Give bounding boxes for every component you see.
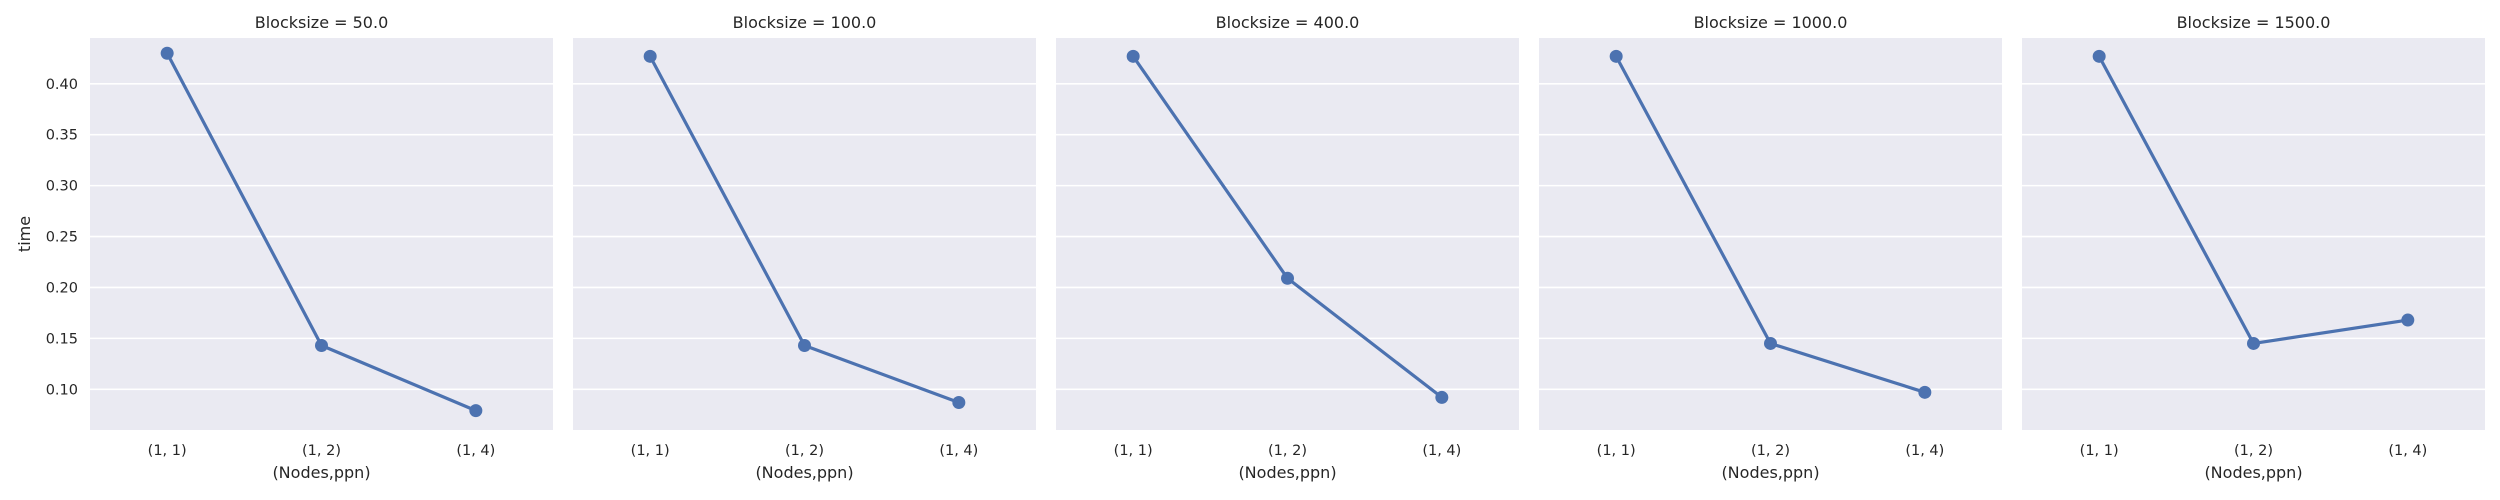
y-tick-label: 0.35 xyxy=(46,128,78,144)
y-tick-label: 0.40 xyxy=(46,77,78,93)
data-point xyxy=(1435,390,1449,404)
panel-1: 0.10 0.15 0.20 0.25 0.30 0.35 0.40 Blocksize = … xyxy=(46,13,553,482)
data-point xyxy=(2247,336,2260,350)
y-tick-label: 0.25 xyxy=(46,230,78,246)
x-tick-label: (1, 2) xyxy=(1268,443,1307,459)
data-point xyxy=(1281,271,1294,285)
x-tick-label: (1, 2) xyxy=(2234,443,2273,459)
data-point xyxy=(798,338,811,352)
y-tick-label: 0.20 xyxy=(46,280,78,296)
panel-background xyxy=(1539,38,2002,430)
panel-3: Blocksize = 400.0 (1, 1) (1, 2) (1, 4) (Node… xyxy=(1056,13,1519,482)
y-tick-label: 0.10 xyxy=(46,382,78,398)
data-point xyxy=(643,49,657,63)
x-tick-label: (1, 4) xyxy=(1905,443,1944,459)
x-tick-label: (1, 2) xyxy=(1751,443,1790,459)
panel-title: Blocksize = 1000.0 xyxy=(1694,13,1848,32)
y-tick-label: 0.15 xyxy=(46,331,78,347)
data-point xyxy=(1126,49,1140,63)
panel-2: Blocksize = 100.0 (1, 1) (1, 2) (1, 4) (Node… xyxy=(573,13,1036,482)
panel-title: Blocksize = 100.0 xyxy=(733,13,877,32)
data-point xyxy=(1609,49,1623,63)
x-axis-title: (Nodes,ppn) xyxy=(1238,463,1336,482)
x-tick-label: (1, 1) xyxy=(1597,443,1636,459)
data-point xyxy=(952,396,966,410)
panel-background xyxy=(573,38,1036,430)
data-point xyxy=(469,404,483,418)
x-tick-label: (1, 2) xyxy=(785,443,824,459)
x-tick-label: (1, 4) xyxy=(2388,443,2427,459)
panel-background xyxy=(2022,38,2485,430)
panel-title: Blocksize = 400.0 xyxy=(1216,13,1360,32)
x-axis-title: (Nodes,ppn) xyxy=(1721,463,1819,482)
x-tick-label: (1, 4) xyxy=(939,443,978,459)
panel-background xyxy=(90,38,553,430)
data-point xyxy=(2092,49,2106,63)
panel-background xyxy=(1056,38,1519,430)
x-axis-title: (Nodes,ppn) xyxy=(755,463,853,482)
panel-4: Blocksize = 1000.0 (1, 1) (1, 2) (1, 4) (Nod… xyxy=(1539,13,2002,482)
x-tick-label: (1, 1) xyxy=(148,443,187,459)
x-axis-title: (Nodes,ppn) xyxy=(272,463,370,482)
data-point xyxy=(2401,313,2415,327)
x-tick-label: (1, 1) xyxy=(2080,443,2119,459)
x-tick-label: (1, 1) xyxy=(631,443,670,459)
x-tick-label: (1, 1) xyxy=(1114,443,1153,459)
panel-title: Blocksize = 50.0 xyxy=(255,13,389,32)
panel-title: Blocksize = 1500.0 xyxy=(2177,13,2331,32)
data-point xyxy=(315,338,328,352)
panel-5: Blocksize = 1500.0 (1, 1) (1, 2) (1, 4) (Nod… xyxy=(2022,13,2485,482)
y-tick-label: 0.30 xyxy=(46,179,78,195)
x-tick-label: (1, 4) xyxy=(456,443,495,459)
y-axis-title: time xyxy=(15,216,34,252)
x-tick-label: (1, 4) xyxy=(1422,443,1461,459)
data-point xyxy=(1764,336,1777,350)
data-point xyxy=(1918,385,1932,399)
data-point xyxy=(160,46,174,60)
x-axis-title: (Nodes,ppn) xyxy=(2204,463,2302,482)
x-tick-label: (1, 2) xyxy=(302,443,341,459)
